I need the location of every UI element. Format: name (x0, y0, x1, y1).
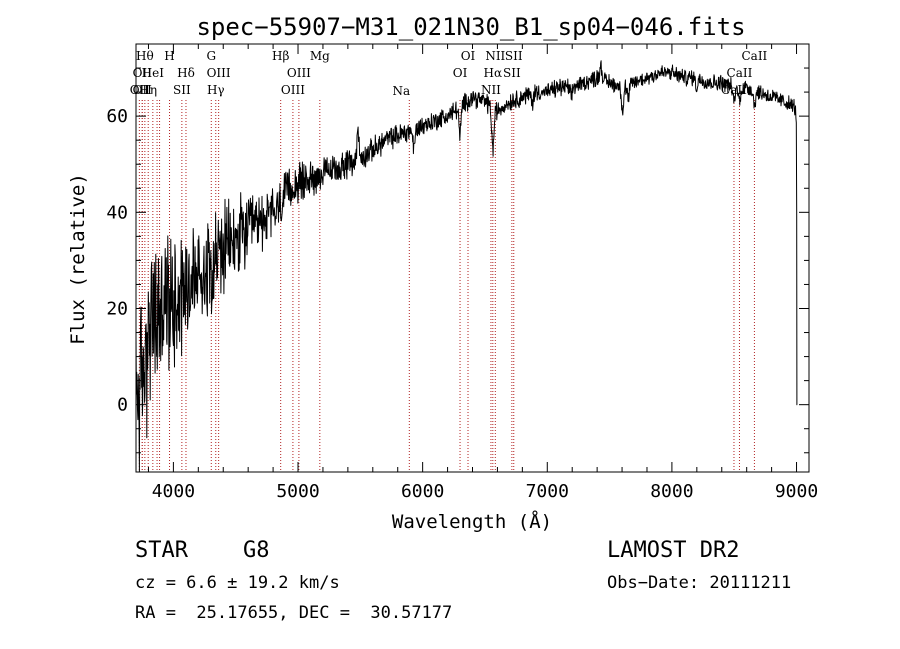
line-label: OII (133, 83, 153, 97)
observation-date: Obs−Date: 20111211 (607, 573, 792, 593)
x-axis-label: Wavelength (Å) (392, 510, 552, 533)
line-label: Mg (310, 49, 330, 63)
line-label: Hα (484, 66, 503, 80)
line-label: HeI (142, 66, 165, 80)
line-label: Hθ (136, 49, 154, 63)
y-tick-label: 60 (106, 106, 128, 127)
x-tick-label: 7000 (526, 481, 569, 502)
x-tick-label: 5000 (276, 481, 319, 502)
x-tick-label: 6000 (401, 481, 444, 502)
y-tick-label: 0 (117, 395, 128, 416)
line-label: OIII (207, 66, 231, 80)
spectrum-line (135, 60, 798, 472)
line-label: SII (505, 49, 523, 63)
coordinates-text: RA = 25.17655, DEC = 30.57177 (135, 603, 453, 623)
line-label: OI (461, 49, 476, 63)
y-tick-label: 20 (106, 298, 128, 319)
line-label: CaII (727, 66, 753, 80)
emission-line-markers: OIIOIIOIIHθHηHeIHSIIHδGHγOIIIHβOIIIOIIIM… (130, 49, 768, 472)
x-tick-label: 4000 (152, 481, 195, 502)
line-label: Na (392, 84, 410, 98)
line-label: OII (130, 83, 150, 97)
axis-ticks: 4000 5000 6000 7000 8000 9000 0 20 40 60 (106, 44, 818, 502)
line-label: Hδ (177, 66, 195, 80)
line-label: NII (485, 49, 505, 63)
line-label: OI (453, 66, 468, 80)
y-axis-label: Flux (relative) (67, 173, 89, 345)
redshift-text: cz = 6.6 ± 19.2 km/s (135, 573, 340, 593)
line-label: G (206, 49, 216, 63)
line-label: Hβ (272, 49, 289, 63)
plot-frame (135, 43, 810, 473)
line-label: SII (503, 66, 521, 80)
line-label: OII (133, 66, 153, 80)
line-label: CaII (741, 49, 767, 63)
line-label: SII (173, 83, 191, 97)
line-label: NII (481, 83, 501, 97)
line-label: Hγ (207, 83, 225, 97)
object-subclass: G8 (243, 538, 270, 563)
line-label: OIII (287, 66, 311, 80)
line-label: OIII (281, 83, 305, 97)
chart-title: spec−55907−M31_021N30_B1_sp04−046.fits (196, 13, 745, 41)
x-tick-label: 8000 (650, 481, 693, 502)
spectrum-series (135, 60, 798, 472)
object-class: STAR (135, 538, 188, 563)
line-label: H (164, 49, 174, 63)
y-tick-label: 40 (106, 202, 128, 223)
x-tick-label: 9000 (775, 481, 818, 502)
line-label: Hη (139, 83, 157, 97)
survey-name: LAMOST DR2 (607, 538, 740, 563)
